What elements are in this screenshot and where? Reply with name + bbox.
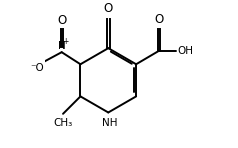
Text: CH₃: CH₃ bbox=[53, 118, 73, 128]
Text: O: O bbox=[104, 2, 113, 15]
Text: O: O bbox=[154, 13, 164, 26]
Text: N: N bbox=[58, 41, 65, 51]
Text: +: + bbox=[62, 37, 68, 46]
Text: O: O bbox=[57, 14, 66, 27]
Text: OH: OH bbox=[178, 46, 194, 56]
Text: ⁻O: ⁻O bbox=[30, 63, 44, 73]
Text: NH: NH bbox=[102, 118, 117, 128]
